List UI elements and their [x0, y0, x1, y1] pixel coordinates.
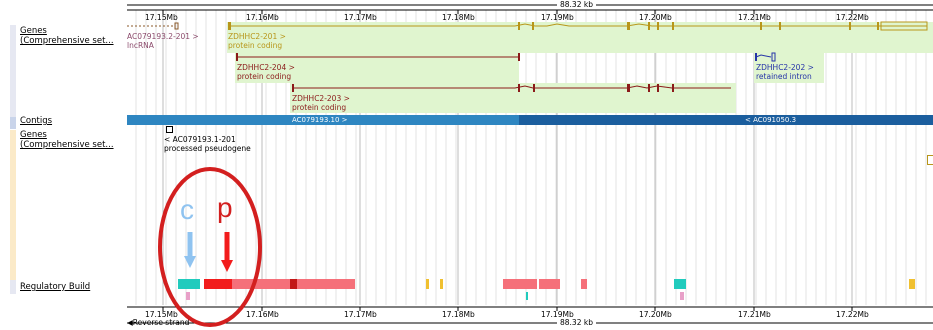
reg-promoter-flank-1[interactable]: [232, 279, 290, 289]
tick-top-4: 17.19Mb: [541, 13, 574, 22]
tick-bottom-6: 17.21Mb: [738, 310, 771, 319]
zdhhc2-202-block[interactable]: [754, 53, 824, 83]
gene-ac079193-2-type: lncRNA: [127, 41, 154, 50]
edge-gene-marker: [927, 155, 933, 165]
bottom-total-label: 88.32 kb: [557, 318, 596, 327]
gene-zdhhc2-204-label[interactable]: ZDHHC2-204 > protein coding: [237, 63, 295, 81]
gene-zdhhc2-201-label[interactable]: ZDHHC2-201 > protein coding: [228, 32, 286, 50]
strand-arrow-icon: ◀: [127, 318, 133, 327]
sidebar-genes2-bar: [10, 130, 16, 280]
reg-promoter-flank-2[interactable]: [297, 279, 355, 289]
genes-track-label[interactable]: Genes (Comprehensive set...: [20, 26, 114, 46]
gene-zdhhc2-204-name: ZDHHC2-204 >: [237, 63, 295, 72]
tick-top-3: 17.18Mb: [442, 13, 475, 22]
zdhhc2-204-block[interactable]: [235, 53, 519, 83]
scale-total-label: 88.32 kb: [557, 0, 596, 9]
gene-zdhhc2-202-type: retained intron: [756, 72, 812, 81]
gene-ac079193-1-name: < AC079193.1-201: [164, 135, 236, 144]
tick-bottom-7: 17.22Mb: [836, 310, 869, 319]
tick-top-7: 17.22Mb: [836, 13, 869, 22]
tick-top-2: 17.17Mb: [344, 13, 377, 22]
gene-ac079193-2-name: AC079193.2-201 >: [127, 32, 199, 41]
genes-track-label-line2: (Comprehensive set...: [20, 36, 114, 46]
reg-ctcf-1[interactable]: [178, 279, 200, 289]
genes2-track-label-line1: Genes: [20, 130, 47, 140]
ac079193-1-marker[interactable]: [166, 126, 173, 133]
sidebar-regulatory-bar: [10, 280, 16, 294]
reg-promoter-1[interactable]: [204, 279, 232, 289]
gene-zdhhc2-203-name: ZDHHC2-203 >: [292, 94, 350, 103]
tick-top-6: 17.21Mb: [738, 13, 771, 22]
contig-right[interactable]: < AC091050.3: [519, 115, 933, 125]
tick-top-0: 17.15Mb: [145, 13, 178, 22]
transcripts: [127, 21, 928, 92]
regulatory-track-label[interactable]: Regulatory Build: [20, 282, 91, 292]
gene-zdhhc2-204-type: protein coding: [237, 72, 292, 81]
reg-promoter-2[interactable]: [290, 279, 297, 289]
strand-label-text: Reverse strand: [132, 318, 190, 327]
genes2-track-label-line2: (Comprehensive set...: [20, 140, 114, 150]
tick-bottom-2: 17.17Mb: [344, 310, 377, 319]
tick-top-1: 17.16Mb: [246, 13, 279, 22]
sidebar-contigs-bar: [10, 117, 16, 129]
genome-panel[interactable]: 88.32 kb 17.15Mb 17.16Mb 17.17Mb 17.18Mb…: [127, 0, 933, 330]
gene-ac079193-2-label[interactable]: AC079193.2-201 > lncRNA: [127, 32, 199, 50]
gene-zdhhc2-202-name: ZDHHC2-202 >: [756, 63, 814, 72]
contig-left[interactable]: AC079193.10 >: [127, 115, 519, 125]
c-arrow-label: c: [180, 194, 194, 225]
reg-sub-3[interactable]: [680, 292, 684, 300]
contigs-track-label[interactable]: Contigs: [20, 116, 53, 126]
reg-promoter-flank-4[interactable]: [539, 279, 560, 289]
genes-track-label-line1: Genes: [20, 26, 47, 36]
gene-zdhhc2-201-type: protein coding: [228, 41, 283, 50]
zdhhc2-201-block[interactable]: [227, 22, 933, 53]
gene-ac079193-1-label[interactable]: < AC079193.1-201 processed pseudogene: [164, 135, 251, 153]
tick-bottom-5: 17.20Mb: [639, 310, 672, 319]
gene-ac079193-1-type: processed pseudogene: [164, 144, 251, 153]
reg-ctcf-2[interactable]: [674, 279, 686, 289]
p-arrow-label: p: [217, 192, 233, 223]
gene-zdhhc2-201-name: ZDHHC2-201 >: [228, 32, 286, 41]
gene-zdhhc2-203-label[interactable]: ZDHHC2-203 > protein coding: [292, 94, 350, 112]
reg-enhancer-yellow-2[interactable]: [440, 279, 443, 289]
reg-sub-1[interactable]: [186, 292, 190, 300]
reg-sub-2[interactable]: [526, 292, 528, 300]
strand-label: ◀Reverse strand: [127, 318, 189, 327]
sidebar-genes-bar: [10, 25, 16, 117]
reg-enhancer-yellow-1[interactable]: [426, 279, 429, 289]
contig-right-label: < AC091050.3: [745, 116, 797, 124]
reg-enhancer-yellow-3[interactable]: [909, 279, 915, 289]
gene-zdhhc2-203-type: protein coding: [292, 103, 347, 112]
tick-bottom-3: 17.18Mb: [442, 310, 475, 319]
genes2-track-label[interactable]: Genes (Comprehensive set...: [20, 130, 114, 150]
reg-promoter-flank-3[interactable]: [503, 279, 537, 289]
tick-top-5: 17.20Mb: [639, 13, 672, 22]
tick-bottom-1: 17.16Mb: [246, 310, 279, 319]
reg-promoter-flank-5[interactable]: [581, 279, 587, 289]
contig-left-label: AC079193.10 >: [292, 116, 348, 124]
gene-zdhhc2-202-label[interactable]: ZDHHC2-202 > retained intron: [756, 63, 814, 81]
tick-bottom-4: 17.19Mb: [541, 310, 574, 319]
